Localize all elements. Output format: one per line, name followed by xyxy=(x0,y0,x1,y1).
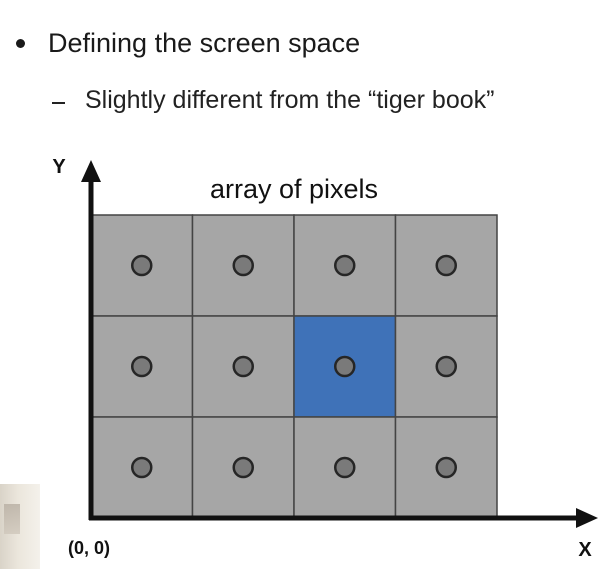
pixel-center-dot xyxy=(435,456,457,479)
x-axis-label: X xyxy=(578,539,592,561)
pixel-center-dot xyxy=(232,456,254,479)
pixel-center-dot xyxy=(334,456,356,479)
pixel-center-dot xyxy=(131,254,153,277)
sub-bullet-item: Slightly different from the “tiger book” xyxy=(52,86,494,115)
origin-label: (0, 0) xyxy=(68,538,110,558)
pixel-center-dot xyxy=(435,254,457,277)
highlighted-pixel-cell xyxy=(293,315,397,418)
pixel-center-dot xyxy=(131,355,153,378)
sub-bullet-text: Slightly different from the “tiger book” xyxy=(85,86,495,114)
y-axis-arrow-icon xyxy=(81,160,101,182)
pixel-center-dot xyxy=(334,254,356,277)
pixel-center-dot xyxy=(334,355,356,378)
x-axis-arrow-icon xyxy=(576,508,598,528)
pixel-center-dot xyxy=(232,254,254,277)
pixel-center-dot xyxy=(232,355,254,378)
pixel-cell xyxy=(394,315,498,418)
bullet-dot-icon xyxy=(16,39,25,48)
webcam-thumbnail xyxy=(0,484,40,569)
dash-icon xyxy=(52,101,65,104)
pixel-center-dot xyxy=(131,456,153,479)
pixel-center-dot xyxy=(435,355,457,378)
diagram-title: array of pixels xyxy=(210,174,378,204)
bullet-text: Defining the screen space xyxy=(48,28,361,58)
y-axis-label: Y xyxy=(52,156,66,178)
bullet-item: Defining the screen space xyxy=(14,28,360,59)
pixel-centers xyxy=(131,254,457,479)
